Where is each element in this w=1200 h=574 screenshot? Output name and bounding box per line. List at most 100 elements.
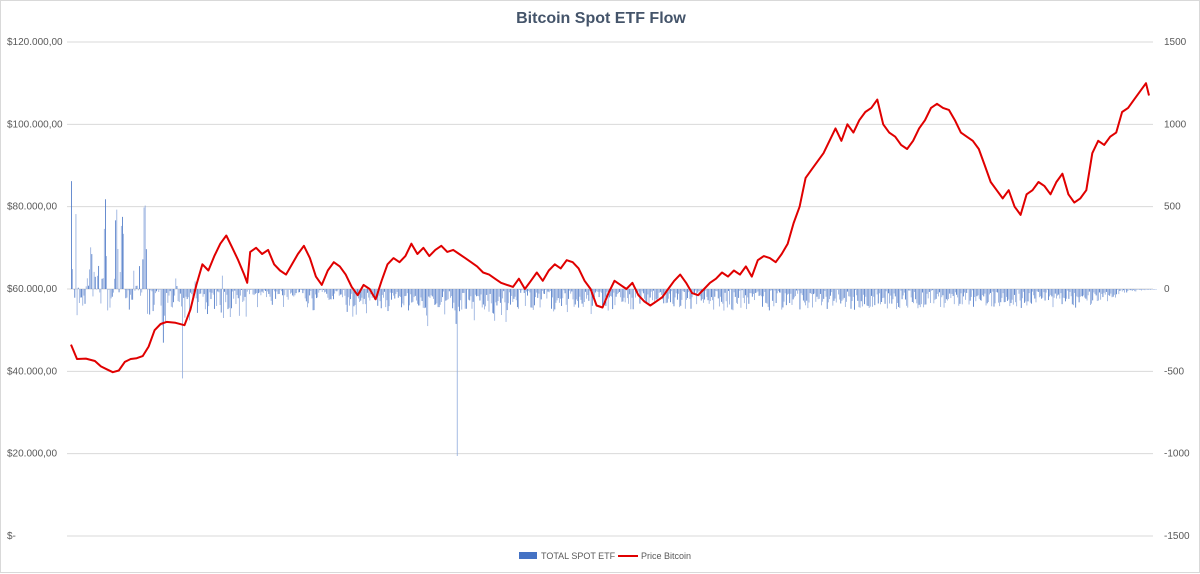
etf-flow-bar — [283, 289, 285, 307]
etf-flow-bar — [551, 289, 552, 309]
etf-flow-bar — [459, 289, 460, 312]
etf-flow-bar — [1112, 289, 1114, 297]
etf-flow-bar — [628, 289, 629, 304]
etf-flow-bar — [992, 289, 994, 292]
etf-flow-bar — [1151, 289, 1153, 290]
etf-flow-bar — [840, 289, 842, 304]
etf-flow-bar — [964, 289, 965, 293]
etf-flow-bar — [1044, 289, 1046, 301]
etf-flow-bar — [978, 289, 980, 299]
etf-flow-bar — [966, 289, 968, 293]
etf-flow-bar — [713, 289, 715, 310]
etf-flow-bar — [391, 289, 392, 300]
etf-flow-bar — [1054, 289, 1056, 294]
etf-flow-bar — [1021, 289, 1023, 299]
etf-flow-bar — [977, 289, 979, 296]
etf-flow-bar — [294, 289, 296, 296]
etf-flow-bar — [1020, 289, 1022, 308]
etf-flow-bar — [536, 289, 538, 293]
etf-flow-bar — [836, 289, 838, 290]
etf-flow-bar — [812, 289, 813, 308]
etf-flow-bar — [428, 289, 430, 297]
etf-flow-bar — [801, 289, 803, 296]
etf-flow-bar — [386, 289, 388, 301]
etf-flow-bar — [520, 289, 522, 293]
etf-flow-bar — [999, 289, 1001, 307]
etf-flow-bar — [203, 289, 205, 295]
etf-flow-bar — [259, 289, 261, 293]
etf-flow-bar — [354, 289, 356, 305]
etf-flow-bar — [269, 289, 271, 297]
etf-flow-bar — [923, 289, 925, 308]
etf-flow-bar — [1090, 289, 1091, 305]
etf-flow-bar — [805, 289, 807, 306]
etf-flow-bar — [990, 289, 991, 293]
etf-flow-bar — [276, 289, 278, 292]
etf-flow-bar — [571, 289, 573, 292]
etf-flow-bar — [610, 289, 611, 296]
etf-flow-bar — [381, 289, 383, 295]
etf-flow-bar — [485, 289, 487, 307]
etf-flow-bar — [185, 289, 187, 297]
etf-flow-bar — [1032, 289, 1033, 292]
etf-flow-bar — [598, 289, 600, 298]
etf-flow-bar — [1042, 289, 1044, 298]
etf-flow-bar — [275, 289, 277, 299]
etf-flow-bar — [1066, 289, 1068, 299]
etf-flow-bar — [1103, 289, 1105, 293]
etf-flow-bar — [313, 289, 315, 311]
etf-flow-bar — [824, 289, 826, 291]
etf-flow-bar — [128, 289, 130, 310]
etf-flow-bar — [531, 289, 533, 308]
etf-flow-bar — [647, 289, 649, 295]
etf-flow-bar — [1023, 289, 1024, 292]
etf-flow-bar — [76, 289, 78, 316]
etf-flow-bar — [720, 289, 721, 297]
etf-flow-bar — [177, 289, 179, 302]
etf-flow-bar — [380, 289, 382, 309]
etf-flow-bar — [787, 289, 788, 295]
etf-flow-bar — [422, 289, 424, 308]
etf-flow-bar — [156, 289, 157, 292]
etf-flow-bar — [292, 289, 294, 296]
etf-flow-bar — [603, 289, 605, 305]
etf-flow-bar — [126, 289, 128, 298]
etf-flow-bar — [224, 289, 225, 292]
etf-flow-bar — [387, 289, 389, 312]
etf-flow-bar — [880, 289, 881, 305]
etf-flow-bar — [453, 289, 455, 303]
etf-flow-bar — [312, 289, 314, 311]
etf-flow-bar — [317, 289, 319, 298]
etf-flow-bar — [133, 270, 135, 289]
etf-flow-bar — [1155, 289, 1157, 290]
etf-flow-bar — [213, 289, 215, 309]
etf-flow-bar — [423, 289, 425, 309]
etf-flow-bar — [850, 289, 852, 309]
etf-flow-bar — [774, 289, 776, 291]
etf-flow-bar — [85, 286, 87, 289]
etf-flow-bar — [162, 289, 164, 343]
etf-flow-bar — [749, 289, 751, 294]
etf-flow-bar — [716, 289, 718, 292]
etf-flow-bar — [989, 289, 990, 295]
etf-flow-bar — [728, 289, 729, 291]
etf-flow-bar — [1037, 289, 1039, 292]
etf-flow-bar — [473, 289, 475, 321]
etf-flow-bar — [345, 289, 347, 305]
etf-flow-bar — [1018, 289, 1020, 294]
etf-flow-bar — [75, 214, 77, 289]
etf-flow-bar — [885, 289, 887, 292]
etf-flow-bar — [198, 289, 199, 303]
etf-flow-bar — [882, 289, 884, 299]
etf-flow-bar — [995, 289, 997, 293]
etf-flow-bar — [254, 289, 256, 294]
etf-flow-bar — [385, 289, 387, 308]
etf-flow-bar — [97, 275, 98, 289]
etf-flow-bar — [417, 289, 418, 304]
etf-flow-bar — [708, 289, 710, 304]
etf-flow-bar — [463, 289, 465, 293]
etf-flow-bar — [1029, 289, 1031, 303]
etf-flow-bar — [945, 289, 947, 300]
etf-flow-bar — [961, 289, 963, 305]
etf-flow-bar — [1040, 289, 1041, 297]
